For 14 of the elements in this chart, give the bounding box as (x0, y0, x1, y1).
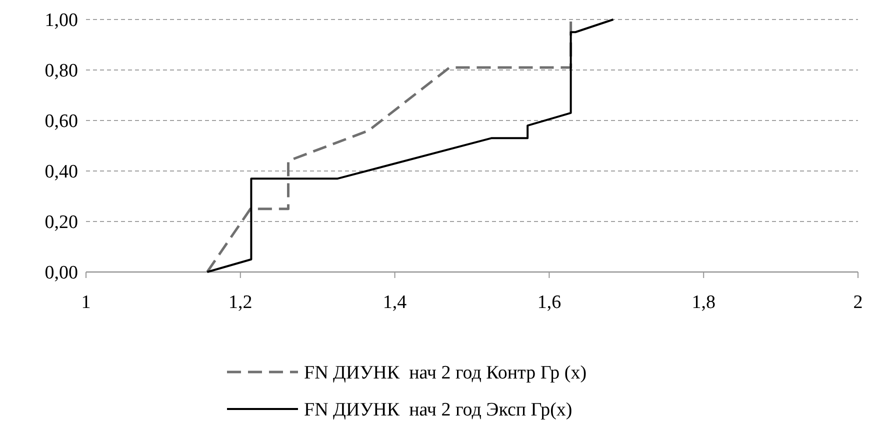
y-tick-label: 1,00 (44, 10, 78, 32)
x-tick-label: 2 (853, 292, 863, 313)
y-tick-label: 0,80 (44, 60, 78, 82)
x-tick-label: 1 (81, 292, 91, 313)
x-tick-label: 1,6 (537, 292, 562, 313)
legend-label: FN ДИУНК нач 2 год Эксп Гр(x) (304, 400, 572, 421)
x-tick-label: 1,4 (382, 292, 408, 313)
y-tick-label: 0,60 (44, 111, 78, 132)
y-tick-label: 0,40 (44, 162, 78, 183)
x-tick-label: 1,2 (228, 292, 252, 313)
legend-label: FN ДИУНК нач 2 год Контр Гр (x) (304, 362, 587, 384)
y-tick-label: 0,00 (44, 262, 78, 284)
y-tick-label: 0,20 (44, 212, 78, 234)
x-tick-label: 1,8 (692, 292, 716, 313)
